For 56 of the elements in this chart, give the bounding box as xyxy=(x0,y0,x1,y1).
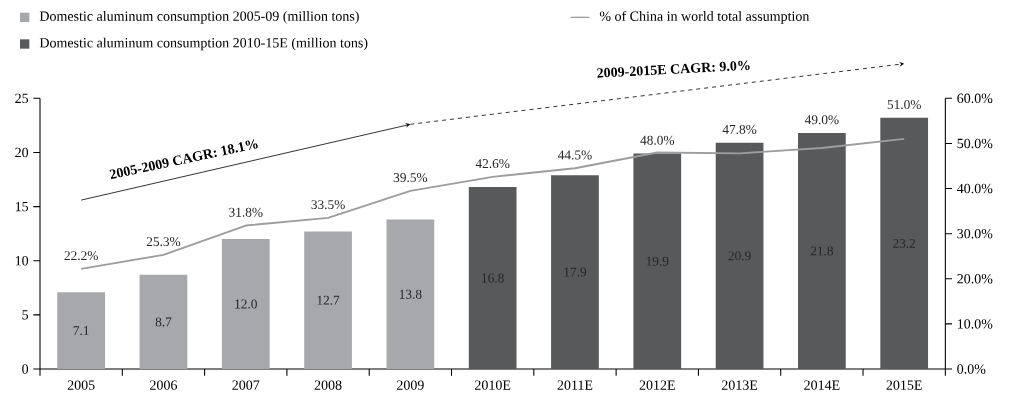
data-label: 13.8 xyxy=(399,289,422,299)
bar xyxy=(880,117,929,369)
data-label: 51.0% xyxy=(887,100,921,110)
bar xyxy=(551,175,599,369)
data-label: 8.7 xyxy=(155,317,172,327)
y-tick-label: 25 xyxy=(15,93,29,104)
x-tick-label: 2011E xyxy=(557,380,593,390)
x-tick-label: 2010E xyxy=(475,380,511,390)
data-label: 22.2% xyxy=(64,251,98,261)
x-tick-label: 2007 xyxy=(232,380,260,390)
x-tick-label: 2014E xyxy=(804,380,840,390)
x-tick-label: 2015E xyxy=(886,380,922,390)
y-tick-label: 10 xyxy=(15,256,29,266)
text: 2009-2015E CAGR: 9.0% xyxy=(597,60,750,78)
annotation: 2005-2009 CAGR: 18.1% xyxy=(109,139,258,180)
y2-tick-label: 40.0% xyxy=(956,183,993,194)
y-tick-label: 15 xyxy=(15,201,29,212)
data-label: 12.7 xyxy=(317,295,340,305)
data-label: 42.6% xyxy=(475,159,510,169)
data-label: 47.8% xyxy=(722,124,757,135)
data-label: 33.5% xyxy=(311,200,345,210)
y2-tick-label: 20.0% xyxy=(957,274,993,284)
y2-tick-label: 30.0% xyxy=(957,228,993,239)
data-label: 39.5% xyxy=(393,173,428,183)
x-tick-label: 2012E xyxy=(639,380,675,390)
x-tick-label: 2009 xyxy=(396,380,424,390)
data-label: 12.0 xyxy=(235,299,257,309)
legend-label: Domestic aluminum consumption 2005-09 (million tons) xyxy=(39,11,359,24)
x-tick-label: 2008 xyxy=(314,380,342,390)
bar xyxy=(633,153,682,369)
data-label: 7.1 xyxy=(73,326,89,336)
y2-tick-label: 10.0% xyxy=(957,319,993,329)
data-label: 48.0% xyxy=(640,135,675,145)
data-label: 31.8% xyxy=(229,207,263,217)
x-tick-label: 2006 xyxy=(150,380,178,390)
bar xyxy=(139,274,188,369)
x-tick-label: 2013E xyxy=(721,380,758,390)
y2-tick-label: 50.0% xyxy=(957,138,993,149)
bar xyxy=(468,187,517,369)
x-tick-label: 2005 xyxy=(67,380,95,390)
bar xyxy=(386,219,435,369)
bar xyxy=(715,142,764,369)
bar xyxy=(57,292,106,369)
bar xyxy=(221,239,270,369)
data-label: 44.5% xyxy=(558,150,592,160)
y2-tick-label: 60.0% xyxy=(957,93,993,104)
legend-label: Domestic aluminum consumption 2010-15E (million tons) xyxy=(39,37,368,51)
data-label: 49.0% xyxy=(804,115,839,125)
bar xyxy=(798,132,846,369)
y2-tick-label: 0.0% xyxy=(957,364,986,374)
y-tick-label: 5 xyxy=(22,310,29,320)
y-tick-label: 0 xyxy=(22,364,29,374)
legend-label: % of China in world total assumption xyxy=(599,10,810,24)
y-tick-label: 20 xyxy=(15,147,29,158)
data-label: 25.3% xyxy=(146,237,181,247)
bar xyxy=(304,231,352,369)
